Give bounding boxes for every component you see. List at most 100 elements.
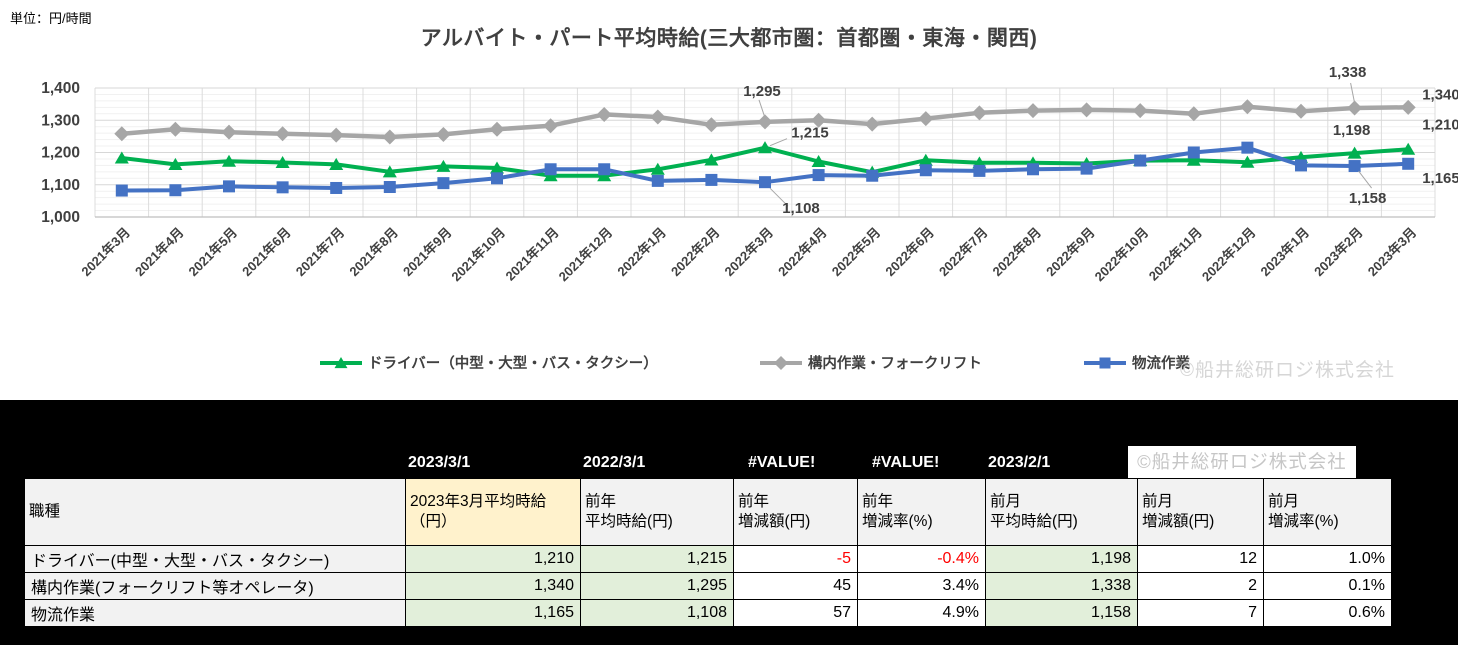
- y-tick-label: 1,100: [41, 177, 80, 194]
- x-tick-label: 2022年7月: [936, 225, 991, 280]
- job-type-cell: ドライバー(中型・大型・バス・タクシー): [24, 545, 406, 573]
- x-tick-label: 2022年12月: [1199, 225, 1259, 285]
- x-tick-label: 2022年10月: [1092, 225, 1152, 285]
- y-tick-label: 1,000: [41, 209, 80, 226]
- series-driver: [114, 141, 1416, 182]
- square-marker-icon: [1084, 357, 1126, 368]
- column-header: 前年 平均時給(円): [580, 478, 734, 546]
- x-tick-label: 2022年8月: [990, 225, 1045, 280]
- x-tick-label: 2022年2月: [668, 225, 723, 280]
- column-header: 2023年3月平均時給（円）: [405, 478, 581, 546]
- column-header: 前年 増減額(円): [733, 478, 858, 546]
- value-cell: -5: [733, 545, 858, 573]
- x-tick-label: 2021年9月: [400, 225, 455, 280]
- column-header: 前年 増減率(%): [857, 478, 986, 546]
- value-cell: 1,165: [405, 599, 581, 627]
- x-tick-label: 2023年3月: [1365, 225, 1420, 280]
- job-type-cell: 構内作業(フォークリフト等オペレータ): [24, 572, 406, 600]
- value-cell: 3.4%: [857, 572, 986, 600]
- value-cell: 1.0%: [1263, 545, 1392, 573]
- x-tick-label: 2023年2月: [1311, 225, 1366, 280]
- legend-label: 物流作業: [1132, 356, 1190, 372]
- value-cell: 1,340: [405, 572, 581, 600]
- wage-line-chart-section: 単位：円/時間 アルバイト・パート平均時給(三大都市圏：首都圏・東海・関西) 1…: [10, 11, 1458, 381]
- legend-item-butsuryu: 物流作業: [1084, 352, 1190, 373]
- value-cell: 2: [1137, 572, 1264, 600]
- value-cell: 0.1%: [1263, 572, 1392, 600]
- y-axis-labels: 1,000 1,100 1,200 1,300 1,400: [41, 80, 80, 226]
- data-label: 1,165: [1422, 170, 1458, 187]
- date-label-current: 2023/3/1: [408, 454, 471, 471]
- legend-label: 構内作業・フォークリフト: [807, 356, 982, 372]
- x-tick-label: 2021年5月: [186, 225, 241, 280]
- value-error-label: #VALUE!: [872, 454, 940, 471]
- value-cell: 1,295: [580, 572, 734, 600]
- x-tick-label: 2021年10月: [448, 225, 508, 285]
- data-label: 1,158: [1349, 190, 1387, 207]
- series-kounai: [114, 99, 1416, 145]
- table-row: 物流作業 1,165 1,108 57 4.9% 1,158 7 0.6%: [24, 599, 1392, 627]
- value-cell: 7: [1137, 599, 1264, 627]
- table-header-row: 職種 2023年3月平均時給（円） 前年 平均時給(円) 前年 増減額(円) 前年 増減…: [24, 478, 1392, 546]
- x-tick-label: 2021年3月: [78, 225, 133, 280]
- diamond-marker-icon: [759, 355, 802, 370]
- chart-legend: ドライバー（中型・大型・バス・タクシー） 構内作業・フォークリフト 物流作業: [320, 352, 1190, 373]
- chart-watermark: ©船井総研ロジ株式会社: [1180, 360, 1396, 381]
- value-cell: 57: [733, 599, 858, 627]
- value-cell: 1,108: [580, 599, 734, 627]
- x-tick-label: 2021年8月: [346, 225, 401, 280]
- table-watermark: ©船井総研ロジ株式会社: [1128, 446, 1356, 478]
- value-cell: 1,198: [985, 545, 1138, 573]
- x-tick-label: 2022年4月: [775, 225, 830, 280]
- table-row: ドライバー(中型・大型・バス・タクシー) 1,210 1,215 -5 -0.4% 1,1…: [24, 545, 1392, 573]
- value-cell: 0.6%: [1263, 599, 1392, 627]
- series-butsuryu: [115, 141, 1415, 197]
- x-tick-label: 2021年11月: [503, 225, 562, 284]
- triangle-marker-icon: [320, 356, 362, 368]
- legend-label: ドライバー（中型・大型・バス・タクシー）: [368, 356, 658, 372]
- y-tick-label: 1,200: [41, 145, 80, 162]
- value-cell: 1,338: [985, 572, 1138, 600]
- x-tick-label: 2022年3月: [722, 225, 777, 280]
- data-label: 1,108: [782, 200, 820, 217]
- data-label: 1,340: [1422, 86, 1458, 103]
- column-header: 前月 増減額(円): [1137, 478, 1264, 546]
- x-tick-label: 2022年1月: [614, 225, 669, 280]
- x-tick-label: 2021年6月: [239, 225, 294, 280]
- value-cell: -0.4%: [857, 545, 986, 573]
- x-tick-label: 2021年12月: [556, 225, 616, 285]
- value-cell: 1,158: [985, 599, 1138, 627]
- x-tick-label: 2021年7月: [293, 225, 348, 280]
- value-cell: 45: [733, 572, 858, 600]
- table-row: 構内作業(フォークリフト等オペレータ) 1,340 1,295 45 3.4% 1,338…: [24, 572, 1392, 600]
- x-tick-label: 2022年6月: [882, 225, 937, 280]
- data-labels: 1,295 1,215 1,108 1,338 1,340 1,198 1,210 1,158…: [743, 64, 1458, 217]
- wage-table-section: 2023/3/1 2022/3/1 #VALUE! #VALUE! 2023/2…: [0, 400, 1458, 645]
- column-header: 前月 平均時給(円): [985, 478, 1138, 546]
- unit-label: 単位：円/時間: [10, 11, 92, 26]
- value-cell: 1,215: [580, 545, 734, 573]
- data-label: 1,210: [1422, 116, 1458, 133]
- value-error-label: #VALUE!: [748, 454, 816, 471]
- x-tick-label: 2022年5月: [829, 225, 884, 280]
- legend-item-kounai: 構内作業・フォークリフト: [759, 352, 982, 373]
- y-tick-label: 1,300: [41, 112, 80, 129]
- x-tick-label: 2022年11月: [1146, 225, 1205, 284]
- value-cell: 1,210: [405, 545, 581, 573]
- data-label: 1,215: [791, 125, 829, 142]
- legend-item-driver: ドライバー（中型・大型・バス・タクシー）: [320, 352, 658, 373]
- x-tick-label: 2021年4月: [132, 225, 187, 280]
- y-tick-label: 1,400: [41, 80, 80, 97]
- value-cell: 4.9%: [857, 599, 986, 627]
- data-label: 1,295: [743, 83, 781, 100]
- date-label-prev-month: 2023/2/1: [988, 454, 1051, 471]
- data-label: 1,198: [1333, 122, 1371, 139]
- x-tick-label: 2023年1月: [1258, 225, 1313, 280]
- x-tick-label: 2022年9月: [1043, 225, 1098, 280]
- date-label-prev-year: 2022/3/1: [583, 454, 646, 471]
- value-cell: 12: [1137, 545, 1264, 573]
- x-axis-labels: 2021年3月 2021年4月 2021年5月 2021年6月 2021年7月 2021年…: [78, 225, 1419, 285]
- data-label: 1,338: [1329, 64, 1367, 81]
